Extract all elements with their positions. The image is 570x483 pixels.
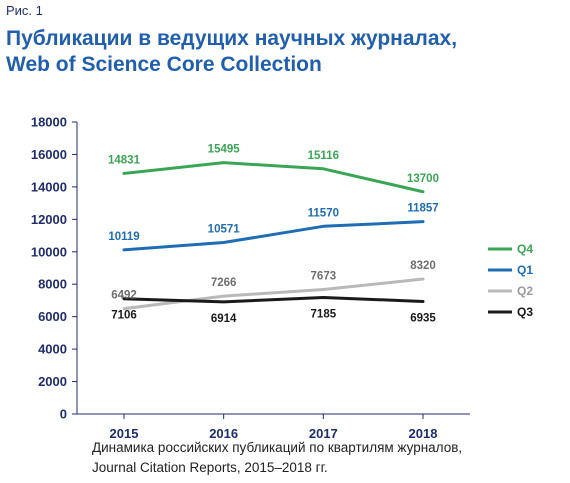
data-label-q1: 10571: [208, 224, 241, 236]
chart-caption: Динамика российских публикаций по кварти…: [92, 438, 462, 478]
series-line-q4: [122, 161, 425, 194]
y-tick-label: 6000: [38, 309, 67, 324]
x-tick-label: 2016: [209, 426, 238, 441]
chart-title: Публикации в ведущих научных журналах, W…: [6, 26, 457, 78]
legend-label-q4: Q4: [517, 242, 533, 256]
chart-title-line-2: Web of Science Core Collection: [6, 53, 322, 76]
chart-title-line-1: Публикации в ведущих научных журналах,: [6, 27, 458, 50]
series-line-q2: [122, 277, 425, 311]
y-tick-label: 16000: [31, 147, 67, 162]
data-label-q2: 7673: [311, 271, 337, 283]
data-label-q1: 11570: [308, 207, 339, 219]
caption-line-1: Динамика российских публикаций по кварти…: [92, 440, 463, 455]
data-label-q3: 7185: [311, 308, 337, 320]
y-tick-label: 0: [60, 407, 67, 422]
series-line-q3: [122, 295, 425, 304]
y-tick-label: 2000: [38, 374, 67, 389]
data-label-q2: 7266: [211, 277, 237, 289]
legend-label-q3: Q3: [517, 305, 533, 319]
data-label-q1: 10119: [108, 231, 139, 243]
series-line-q1: [122, 220, 425, 252]
y-tick-label: 4000: [38, 342, 67, 357]
y-tick-label: 8000: [38, 277, 67, 292]
legend-label-q2: Q2: [517, 284, 533, 298]
y-tick-label: 14000: [31, 179, 67, 194]
x-tick-label: 2017: [309, 426, 338, 441]
caption-line-2: Journal Citation Reports, 2015–2018 гг.: [92, 460, 328, 475]
data-label-q4: 15495: [208, 144, 241, 156]
y-tick-label: 18000: [31, 115, 67, 130]
data-label-q4: 13700: [407, 173, 439, 185]
data-label-q1: 11857: [407, 203, 438, 215]
y-tick-label: 10000: [31, 244, 67, 259]
y-tick-label: 12000: [31, 212, 67, 227]
data-label-q4: 15116: [308, 150, 339, 162]
x-tick-label: 2018: [409, 426, 438, 441]
data-label-q3: 6935: [410, 312, 436, 324]
data-label-q2: 8320: [410, 260, 436, 272]
data-label-q2: 6492: [111, 290, 137, 302]
data-label-q3: 6914: [211, 313, 237, 325]
legend-label-q1: Q1: [517, 263, 533, 277]
data-label-q3: 7106: [111, 310, 137, 322]
figure-label: Рис. 1: [6, 3, 43, 18]
x-tick-label: 2015: [110, 426, 139, 441]
data-label-q4: 14831: [108, 154, 141, 166]
